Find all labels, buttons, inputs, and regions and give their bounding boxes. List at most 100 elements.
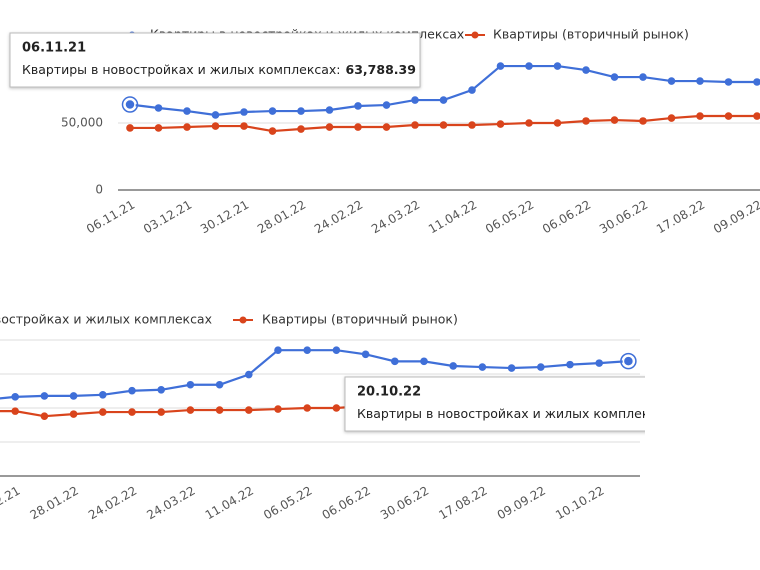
data-point	[154, 124, 163, 132]
data-point	[610, 73, 619, 81]
data-point	[332, 404, 341, 412]
data-point	[268, 127, 277, 135]
x-tick-label: 30.06.22	[378, 484, 431, 523]
legend-label: Квартиры (вторичный рынок)	[262, 312, 458, 327]
legend-label: Квартиры в новостройках и жилых комплекс…	[0, 312, 212, 327]
data-point	[507, 364, 516, 372]
data-point	[245, 370, 253, 379]
data-point	[525, 62, 533, 70]
data-point	[391, 357, 399, 366]
data-point	[11, 393, 19, 401]
data-point	[128, 386, 136, 395]
tooltip-label: Квартиры в новостройках и жилых комплекс…	[357, 406, 676, 421]
data-point	[496, 120, 505, 128]
data-point	[439, 121, 448, 129]
chart-bottom: 30.12.21 28.01.22 24.02.22 24.03.22 11.04.22…	[0, 312, 742, 523]
data-point	[332, 346, 341, 355]
x-tick-label: 11.04.22	[426, 198, 479, 237]
x-tick-label: 03.12.21	[141, 198, 194, 237]
data-point	[696, 112, 704, 120]
x-tick-label: 30.12.21	[198, 198, 251, 237]
tooltip: 20.10.22 Квартиры в новостройках и жилых …	[344, 376, 742, 432]
data-point	[724, 78, 733, 86]
data-point	[449, 362, 458, 370]
data-point	[274, 346, 282, 355]
data-point	[69, 392, 78, 400]
data-point	[268, 107, 277, 115]
x-tick-label: 09.09.22	[711, 198, 760, 237]
tooltip-value: 63,788.39	[346, 62, 416, 77]
highlight-point	[124, 98, 136, 111]
x-tick-label: 24.02.22	[86, 484, 139, 523]
data-point	[274, 405, 282, 413]
tooltip-text: Квартиры в новостройках и жилых комплекс…	[22, 62, 416, 77]
data-point	[245, 406, 253, 414]
y-tick-label: 0	[95, 183, 103, 197]
data-point	[297, 107, 305, 115]
data-point	[496, 62, 505, 70]
data-point	[361, 350, 370, 359]
x-tick-label: 06.06.22	[540, 198, 593, 237]
tooltip-box	[9, 32, 421, 88]
x-tick-label: 30.12.21	[0, 484, 22, 523]
data-point	[582, 66, 590, 74]
data-point	[582, 117, 590, 125]
data-point	[99, 391, 107, 399]
chart-top: 0 50,000 06.11.21 03.12.21 30.12.21 28.01.22 2…	[9, 27, 760, 237]
data-point	[128, 408, 136, 416]
x-tick-label: 06.06.22	[320, 484, 373, 523]
data-point	[40, 412, 49, 420]
data-point	[154, 104, 163, 112]
data-point	[753, 112, 760, 120]
tooltip: 06.11.21 Квартиры в новостройках и жилых …	[9, 32, 421, 88]
data-point	[240, 108, 248, 116]
data-point	[696, 77, 704, 85]
x-tick-label: 10.10.22	[553, 484, 606, 523]
data-point	[553, 119, 562, 127]
data-point	[411, 96, 419, 104]
data-point	[411, 121, 419, 129]
x-tick-label: 24.03.22	[144, 484, 197, 523]
data-point	[183, 123, 191, 131]
legend-dot	[239, 316, 247, 324]
data-point	[724, 112, 733, 120]
data-point	[382, 101, 391, 109]
x-tick-label: 06.05.22	[483, 198, 536, 237]
data-point	[478, 363, 487, 371]
data-point	[639, 73, 647, 81]
tooltip-text: Квартиры в новостройках и жилых комплекс…	[357, 406, 742, 421]
data-point	[211, 122, 220, 130]
highlight-ring	[121, 96, 139, 113]
tooltip-date: 06.11.21	[22, 41, 86, 56]
data-point	[753, 78, 760, 86]
x-tick-label: 24.02.22	[312, 198, 365, 237]
data-point	[157, 408, 165, 416]
x-tick-label: 17.08.22	[436, 484, 489, 523]
data-point	[468, 86, 476, 94]
legend-dot	[471, 31, 479, 39]
data-point	[382, 123, 391, 131]
y-tick-label: 50,000	[61, 116, 103, 130]
tooltip-value: 84,466.3	[681, 406, 743, 421]
data-point	[186, 406, 195, 414]
data-point	[69, 410, 78, 418]
data-point	[667, 77, 676, 85]
data-point	[211, 111, 220, 119]
legend-label: Квартиры (вторичный рынок)	[493, 27, 689, 42]
data-point	[297, 125, 305, 133]
data-point	[610, 116, 619, 124]
data-point	[325, 106, 334, 114]
x-tick-label: 30.06.22	[597, 198, 650, 237]
data-point	[354, 102, 362, 110]
data-point	[420, 357, 428, 366]
data-point	[240, 122, 248, 130]
data-point	[215, 380, 224, 389]
data-point	[99, 408, 107, 416]
x-tick-label: 09.09.22	[495, 484, 548, 523]
data-point	[157, 385, 165, 394]
x-tick-label: 17.08.22	[654, 198, 707, 237]
data-point	[468, 121, 476, 129]
data-point	[11, 407, 19, 415]
x-tick-label: 28.01.22	[255, 198, 308, 237]
